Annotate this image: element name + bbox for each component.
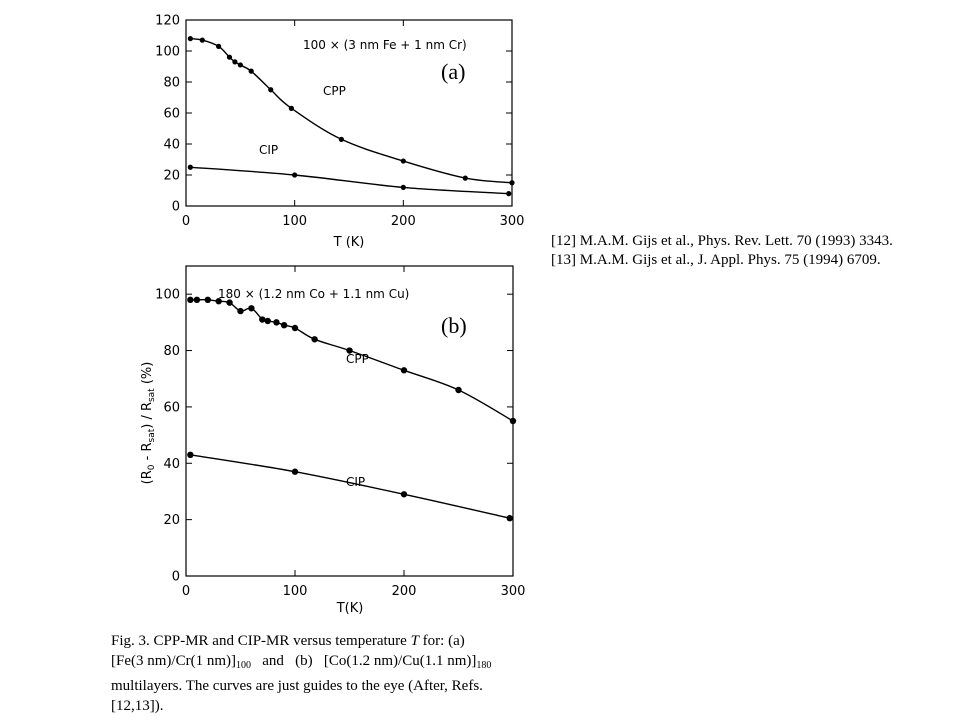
data-point-cip xyxy=(400,184,406,190)
y-tick-label: 20 xyxy=(163,169,180,184)
panel-label-b: (b) xyxy=(441,313,467,338)
data-point-cip xyxy=(506,515,513,522)
data-point-cpp xyxy=(509,417,517,425)
axis-ticks-a: 0 100 200 300 0 20 40 60 80 100 120 xyxy=(155,14,524,230)
caption-line: [12,13]). xyxy=(111,698,164,714)
x-tick-label: 200 xyxy=(391,214,416,229)
data-point-cpp xyxy=(346,347,353,354)
series-label-cpp-b: CPP xyxy=(346,352,369,366)
data-point-cip xyxy=(187,451,194,459)
data-point-cpp xyxy=(288,105,295,111)
data-point-cip xyxy=(187,164,193,170)
y-tick-label: 120 xyxy=(155,14,180,29)
data-point-cpp xyxy=(400,158,406,164)
data-point-cpp xyxy=(226,299,233,306)
data-point-cpp xyxy=(268,87,274,93)
figure-caption: Fig. 3. CPP-MR and CIP-MR versus tempera… xyxy=(111,631,551,716)
y-tick-label: 100 xyxy=(155,45,180,60)
chart-panel-a: 0 100 200 300 0 20 40 60 80 100 120 T (K) 100 × (3… xyxy=(155,14,524,251)
series-label-cip-a: CIP xyxy=(259,143,278,157)
x-tick-label: 0 xyxy=(182,214,190,229)
data-point-cpp xyxy=(509,180,515,186)
series-label-cip-b: CIP xyxy=(346,475,365,489)
data-point-cpp xyxy=(338,136,344,142)
data-point-cip xyxy=(292,172,298,178)
data-point-cpp xyxy=(237,307,244,315)
data-point-cpp xyxy=(248,305,255,312)
data-point-cpp xyxy=(291,324,299,332)
data-point-cpp xyxy=(187,296,194,304)
caption-line: [Fe(3 nm)/Cr(1 nm)]100 and (b) [Co(1.2 n… xyxy=(111,653,492,671)
data-point-cpp xyxy=(226,54,233,60)
reference-item: [12] M.A.M. Gijs et al., Phys. Rev. Lett… xyxy=(551,233,893,249)
chart-panel-b: 0 100 200 300 0 20 40 60 80 100 T(K) (R0 - Rsat) … xyxy=(140,265,525,616)
x-tick-label: 300 xyxy=(501,584,526,599)
panel-label-a: (a) xyxy=(441,59,465,84)
x-tick-label: 100 xyxy=(283,584,308,599)
data-point-cpp xyxy=(455,386,462,394)
y-tick-label: 80 xyxy=(163,76,180,91)
y-tick-label: 100 xyxy=(155,288,180,303)
y-tick-label: 0 xyxy=(172,200,180,215)
data-point-cpp xyxy=(199,37,205,43)
y-tick-label: 40 xyxy=(163,138,180,153)
data-point-cip xyxy=(506,191,512,197)
y-tick-label: 20 xyxy=(163,513,180,528)
annotation-b: 180 × (1.2 nm Co + 1.1 nm Cu) xyxy=(218,287,409,301)
axis-ticks-b: 0 100 200 300 0 20 40 60 80 100 xyxy=(155,266,525,599)
y-axis-label-b: (R0 - Rsat) / Rsat (%) xyxy=(140,362,157,485)
data-point-cpp xyxy=(462,175,468,181)
x-tick-label: 200 xyxy=(392,584,417,599)
data-point-cpp xyxy=(273,319,280,326)
y-tick-label: 80 xyxy=(163,344,180,359)
x-tick-label: 100 xyxy=(282,214,307,229)
data-point-cpp xyxy=(232,59,238,65)
data-point-cpp xyxy=(280,321,288,329)
y-tick-label: 60 xyxy=(163,400,180,415)
x-tick-label: 300 xyxy=(500,214,525,229)
y-tick-label: 0 xyxy=(172,570,180,585)
data-point-cpp xyxy=(400,367,408,374)
caption-line: multilayers. The curves are just guides … xyxy=(111,678,483,694)
data-point-cpp xyxy=(193,296,201,304)
data-point-cpp xyxy=(237,62,243,68)
data-point-cpp xyxy=(311,336,318,343)
x-axis-label-b: T(K) xyxy=(336,601,364,616)
x-tick-label: 0 xyxy=(182,584,190,599)
data-point-cpp xyxy=(216,43,222,49)
y-tick-label: 60 xyxy=(163,107,180,122)
reference-item: [13] M.A.M. Gijs et al., J. Appl. Phys. … xyxy=(551,252,881,268)
caption-line: Fig. 3. CPP-MR and CIP-MR versus tempera… xyxy=(111,633,465,649)
data-point-cpp xyxy=(204,296,211,304)
data-point-cpp xyxy=(259,316,266,323)
data-point-cpp xyxy=(264,317,271,325)
data-point-cpp xyxy=(215,298,222,305)
series-group-a xyxy=(187,36,515,197)
data-point-cpp xyxy=(187,36,193,42)
data-point-cip xyxy=(400,491,408,498)
reference-list: [12] M.A.M. Gijs et al., Phys. Rev. Lett… xyxy=(551,232,893,270)
series-label-cpp-a: CPP xyxy=(323,84,346,98)
data-point-cpp xyxy=(248,68,254,74)
annotation-a: 100 × (3 nm Fe + 1 nm Cr) xyxy=(303,38,467,52)
data-point-cip xyxy=(291,468,299,475)
x-axis-label-a: T (K) xyxy=(333,235,365,250)
y-tick-label: 40 xyxy=(163,457,180,472)
series-group-b xyxy=(187,296,517,522)
series-line-cip xyxy=(190,454,510,519)
series-line-cip xyxy=(190,166,509,195)
